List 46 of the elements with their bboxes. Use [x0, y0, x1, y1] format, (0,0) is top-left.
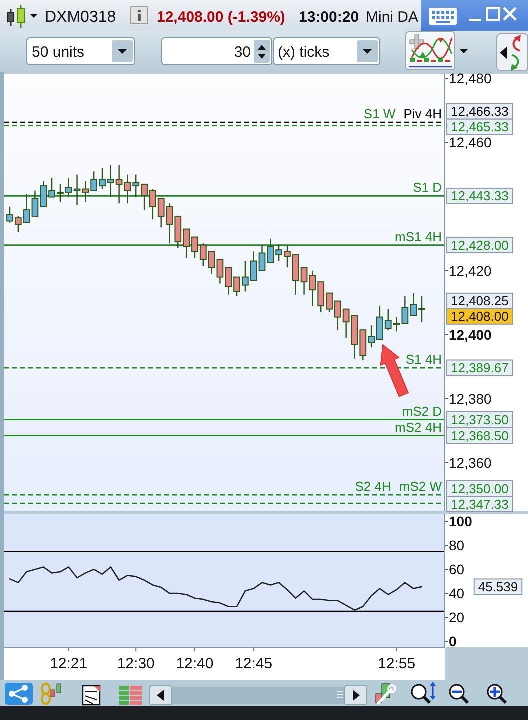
y-tick-label: 0 [449, 633, 457, 650]
text: 12,373.50 [451, 412, 509, 428]
y-tick-label: 40 [449, 585, 465, 602]
x-tick-label: 12:30 [117, 656, 155, 672]
text: 12,443.33 [451, 188, 509, 204]
text: 12,408.00 [451, 309, 509, 324]
y-tick-label: 12,360 [449, 454, 492, 471]
x-tick-label: 12:21 [50, 656, 88, 672]
text: 12,408.25 [451, 294, 509, 309]
ref-line-label: S1 4H [406, 352, 442, 367]
y-tick-label: 12,380 [449, 390, 492, 407]
ref-line-label: mS2 D [402, 404, 442, 419]
text: 30 [234, 44, 251, 61]
y-tick-label: 20 [449, 609, 465, 626]
x-tick-label: 12:40 [176, 656, 214, 672]
text: (x) ticks [278, 44, 330, 61]
text: 12,347.33 [451, 496, 509, 512]
x-tick-label: 12:55 [378, 656, 416, 672]
chart-title: DXM0318 [45, 9, 116, 26]
y-tick-label: 80 [449, 538, 465, 554]
y-tick-label: 12,400 [449, 326, 492, 343]
ref-line-label: mS1 4H [395, 229, 442, 244]
ref-line-label: mS2 4H [395, 420, 442, 435]
ref-line-label: S2 4H [355, 478, 392, 494]
y-tick-label: 12,480 [449, 70, 492, 87]
text: 12,368.50 [451, 428, 509, 444]
line-series [9, 566, 423, 612]
text: 50 units [32, 44, 85, 61]
text: 12,389.67 [451, 360, 509, 376]
ref-line-label: S1 D [413, 180, 442, 196]
ref-line-label: mS2 W [399, 478, 443, 494]
text: 12,466.33 [451, 104, 509, 120]
x-tick-label: 12:45 [235, 656, 273, 672]
y-tick-label: 60 [449, 562, 465, 578]
text: 12,428.00 [451, 238, 509, 253]
text: Mini DA [366, 9, 419, 26]
text: 12,350.00 [451, 481, 509, 496]
text: 12,465.33 [451, 120, 509, 135]
y-tick-label: 100 [449, 514, 473, 530]
text: 45.539 [478, 579, 518, 594]
ref-line-label: Piv 4H [404, 106, 442, 122]
ref-line-label: S1 W [364, 106, 396, 122]
text: 13:00:20 [299, 9, 360, 26]
y-tick-label: 12,460 [449, 134, 492, 151]
text: 12,408.00 (-1.39%) [157, 9, 286, 26]
y-tick-label: 12,420 [449, 262, 492, 279]
